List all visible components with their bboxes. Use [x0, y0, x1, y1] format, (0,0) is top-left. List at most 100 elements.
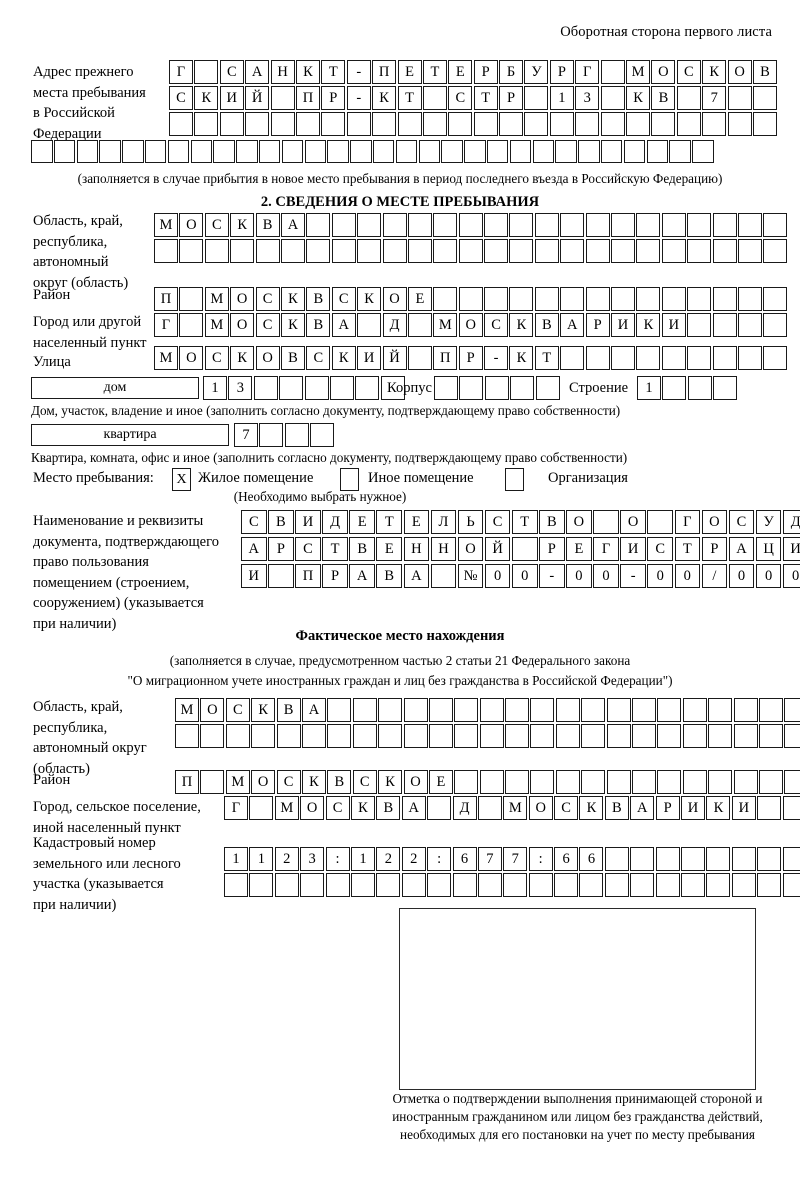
comb-cell[interactable]: А [403, 564, 430, 588]
comb-cell[interactable]: В [752, 60, 777, 84]
comb-cell[interactable]: К [194, 86, 219, 110]
comb-cell[interactable] [757, 847, 782, 871]
comb-cell[interactable]: Е [349, 510, 375, 534]
comb-cell[interactable] [279, 376, 304, 400]
comb-cell[interactable] [448, 112, 473, 136]
comb-cell[interactable] [560, 239, 585, 263]
comb-cell[interactable]: К [230, 213, 255, 237]
comb-cell[interactable]: К [706, 796, 731, 820]
comb-cell[interactable] [606, 770, 631, 794]
comb-cell[interactable] [441, 140, 463, 163]
comb-cell[interactable]: Н [430, 537, 457, 561]
comb-cell[interactable] [213, 140, 235, 163]
comb-cell[interactable] [575, 112, 600, 136]
comb-cell[interactable]: 3 [228, 376, 253, 400]
comb-cell[interactable]: Т [321, 60, 346, 84]
comb-cell[interactable]: П [175, 770, 199, 794]
comb-cell[interactable] [270, 86, 295, 110]
comb-cell[interactable] [395, 140, 418, 163]
comb-cell[interactable]: С [255, 313, 280, 337]
comb-cell[interactable] [352, 724, 377, 748]
comb-cell[interactable] [535, 376, 560, 400]
comb-cell[interactable] [144, 140, 167, 163]
comb-cell[interactable] [331, 239, 356, 263]
comb-cell[interactable]: Г [224, 796, 248, 820]
comb-cell[interactable]: : [325, 847, 350, 871]
comb-cell[interactable]: Р [585, 313, 610, 337]
comb-cell[interactable] [611, 346, 636, 370]
comb-cell[interactable]: Б [499, 60, 524, 84]
comb-cell[interactable]: В [327, 770, 352, 794]
comb-cell[interactable]: О [179, 346, 204, 370]
comb-cell[interactable]: 6 [452, 847, 477, 871]
comb-cell[interactable] [687, 346, 712, 370]
comb-cell[interactable] [407, 213, 432, 237]
comb-cell[interactable]: - [539, 564, 565, 588]
comb-cell[interactable] [510, 376, 535, 400]
comb-cell[interactable] [473, 112, 498, 136]
comb-cell[interactable] [579, 873, 604, 897]
comb-cell[interactable] [281, 140, 304, 163]
comb-cell[interactable] [784, 698, 800, 722]
comb-cell[interactable] [300, 873, 325, 897]
comb-cell[interactable] [454, 724, 479, 748]
comb-cell[interactable] [122, 140, 144, 163]
comb-cell[interactable] [530, 770, 555, 794]
comb-cell[interactable] [301, 724, 326, 748]
comb-cell[interactable]: М [274, 796, 299, 820]
comb-cell[interactable]: И [357, 346, 382, 370]
comb-cell[interactable] [782, 847, 800, 871]
comb-cell[interactable]: У [524, 60, 549, 84]
comb-cell[interactable] [428, 698, 453, 722]
comb-cell[interactable]: А [560, 313, 585, 337]
comb-cell[interactable]: С [676, 60, 701, 84]
comb-cell[interactable] [327, 698, 352, 722]
comb-cell[interactable]: 0 [566, 564, 592, 588]
comb-cell[interactable]: К [280, 313, 305, 337]
checkbox-other-premises[interactable] [340, 468, 359, 491]
comb-cell[interactable] [763, 346, 788, 370]
comb-cell[interactable] [321, 112, 346, 136]
comb-cell[interactable] [76, 140, 99, 163]
comb-cell[interactable]: С [448, 86, 473, 110]
comb-cell[interactable]: С [484, 510, 511, 534]
comb-cell[interactable]: Р [549, 60, 574, 84]
comb-cell[interactable] [433, 287, 458, 311]
comb-cell[interactable] [427, 873, 452, 897]
comb-cell[interactable] [253, 376, 278, 400]
comb-cell[interactable]: О [651, 60, 676, 84]
comb-cell[interactable] [331, 213, 356, 237]
comb-cell[interactable] [636, 287, 661, 311]
comb-cell[interactable]: П [433, 346, 458, 370]
comb-cell[interactable] [175, 724, 199, 748]
comb-cell[interactable] [479, 698, 504, 722]
comb-cell[interactable] [524, 112, 549, 136]
comb-cell[interactable]: Й [484, 537, 511, 561]
comb-cell[interactable]: М [204, 287, 229, 311]
comb-cell[interactable] [647, 510, 673, 534]
flat-number-row[interactable]: 7 [234, 423, 336, 447]
comb-cell[interactable] [606, 724, 631, 748]
comb-cell[interactable] [733, 770, 758, 794]
comb-cell[interactable]: Г [575, 60, 600, 84]
comb-cell[interactable] [357, 213, 382, 237]
comb-cell[interactable] [636, 213, 661, 237]
comb-cell[interactable]: К [301, 770, 326, 794]
comb-cell[interactable]: Ь [457, 510, 484, 534]
comb-cell[interactable]: К [378, 770, 403, 794]
comb-cell[interactable] [397, 112, 422, 136]
comb-cell[interactable] [511, 537, 538, 561]
comb-cell[interactable]: Л [430, 510, 457, 534]
comb-cell[interactable] [682, 698, 707, 722]
comb-cell[interactable] [630, 847, 655, 871]
comb-cell[interactable]: В [604, 796, 629, 820]
comb-cell[interactable] [737, 213, 762, 237]
comb-cell[interactable] [758, 724, 783, 748]
comb-cell[interactable] [382, 213, 407, 237]
comb-cell[interactable] [378, 724, 403, 748]
comb-cell[interactable] [355, 376, 380, 400]
comb-cell[interactable] [327, 724, 352, 748]
comb-cell[interactable]: / [701, 564, 728, 588]
comb-cell[interactable] [708, 770, 733, 794]
